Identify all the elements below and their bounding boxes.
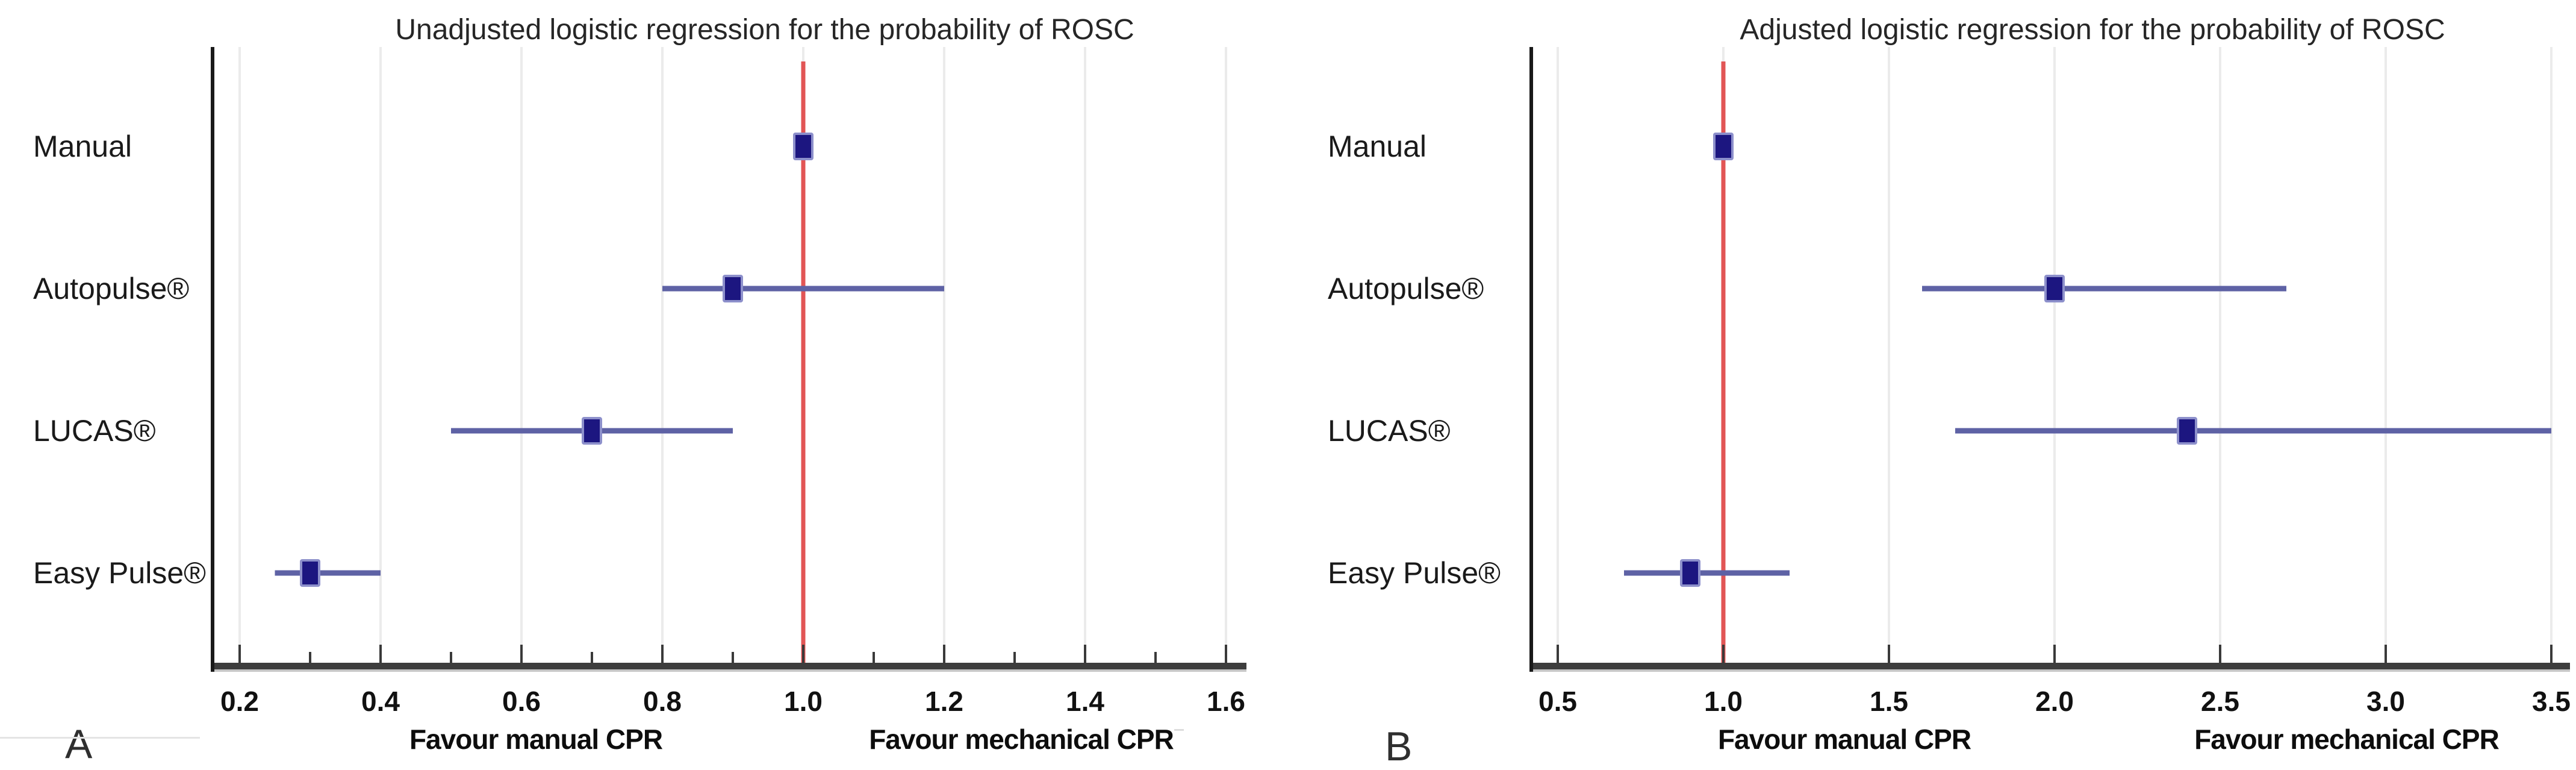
category-label: Easy Pulse® [1328,556,1501,590]
category-label: LUCAS® [1328,414,1451,448]
x-tick-label: 1.5 [1870,686,1908,717]
page-crop-artifact-dash [1174,729,1184,731]
x-tick-label: 0.5 [1538,686,1577,717]
category-label: LUCAS® [33,414,156,448]
x-tick-label: 3.5 [2532,686,2571,717]
or-marker [723,275,743,302]
x-tick-label: 3.0 [2366,686,2405,717]
panel-a-title: Unadjusted logistic regression for the p… [395,14,1134,46]
y-axis-spine [1529,47,1533,672]
xlabel-favour-mechanical: Favour mechanical CPR [869,724,1174,755]
category-label: Manual [1328,130,1426,163]
x-tick-label: 1.6 [1207,686,1245,717]
x-tick-label: 0.6 [502,686,541,717]
panel-b-letter: B [1385,724,1413,769]
x-tick-label: 1.0 [1704,686,1743,717]
x-tick-label: 1.2 [925,686,963,717]
category-label: Easy Pulse® [33,556,206,590]
x-tick-label: 0.2 [220,686,259,717]
or-marker [300,559,320,587]
x-tick-label: 1.4 [1066,686,1104,717]
x-axis-bar-shadow [211,669,1246,672]
x-axis-bar-shadow [1529,669,2570,672]
category-label: Autopulse® [33,272,189,305]
x-tick-label: 2.5 [2201,686,2239,717]
x-tick-label: 0.4 [361,686,400,717]
panel-a: 0.2 0.4 0.6 0.8 1.0 1.2 1.4 1.6 Favour manual CP… [33,47,1246,755]
xlabel-favour-manual: Favour manual CPR [1718,724,1971,755]
x-tick-label: 0.8 [643,686,682,717]
or-marker [1713,133,1734,160]
or-marker [2177,417,2197,445]
or-marker [2044,275,2065,302]
xlabel-favour-manual: Favour manual CPR [409,724,663,755]
x-tick-label: 2.0 [2035,686,2074,717]
x-axis-bar [1529,663,2570,669]
category-label: Manual [33,130,132,163]
x-axis-bar [211,663,1246,669]
x-tick-label: 1.0 [784,686,823,717]
category-label: Autopulse® [1328,272,1484,305]
panel-b: 0.5 1.0 1.5 2.0 2.5 3.0 3.5 Favour manual CPR Fa… [1328,47,2571,755]
or-marker [793,133,814,160]
panel-b-title: Adjusted logistic regression for the pro… [1740,14,2445,46]
page-crop-artifact-line [0,737,200,739]
or-marker [1680,559,1700,587]
xlabel-favour-mechanical: Favour mechanical CPR [2194,724,2499,755]
panel-a-letter: A [65,721,93,767]
y-axis-spine [211,47,214,672]
or-marker [582,417,602,445]
